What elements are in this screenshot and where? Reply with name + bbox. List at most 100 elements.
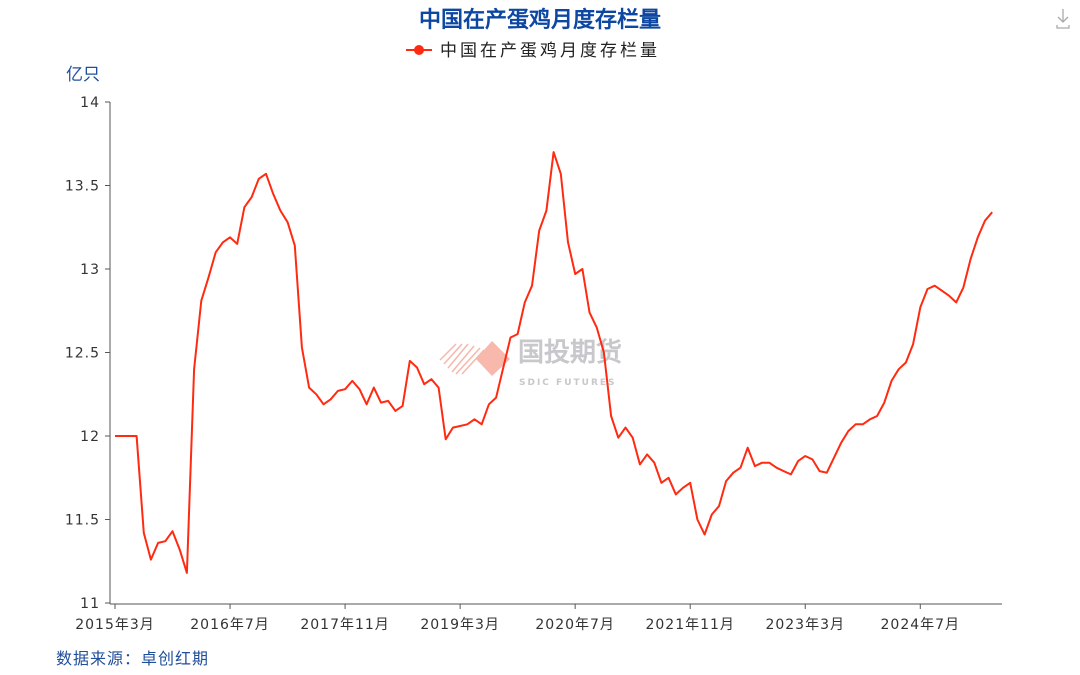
data-point[interactable]	[328, 396, 334, 402]
data-point[interactable]	[270, 191, 276, 197]
data-point[interactable]	[579, 266, 585, 272]
download-icon[interactable]	[1056, 9, 1070, 29]
data-point[interactable]	[134, 433, 140, 439]
data-point[interactable]	[730, 470, 736, 476]
data-point[interactable]	[968, 256, 974, 262]
data-point[interactable]	[860, 421, 866, 427]
data-point[interactable]	[910, 341, 916, 347]
data-point[interactable]	[407, 358, 413, 364]
data-point[interactable]	[673, 491, 679, 497]
data-point[interactable]	[795, 458, 801, 464]
data-point[interactable]	[457, 423, 463, 429]
data-point[interactable]	[630, 435, 636, 441]
data-point[interactable]	[651, 460, 657, 466]
data-point[interactable]	[982, 218, 988, 224]
data-point[interactable]	[960, 284, 966, 290]
data-point[interactable]	[119, 433, 125, 439]
data-point[interactable]	[184, 570, 190, 576]
data-point[interactable]	[227, 234, 233, 240]
data-point[interactable]	[148, 557, 154, 563]
data-point[interactable]	[342, 386, 348, 392]
data-point[interactable]	[335, 388, 341, 394]
data-point[interactable]	[450, 425, 456, 431]
data-point[interactable]	[845, 428, 851, 434]
data-point[interactable]	[299, 344, 305, 350]
data-point[interactable]	[975, 234, 981, 240]
data-point[interactable]	[220, 239, 226, 245]
data-point[interactable]	[874, 413, 880, 419]
data-point[interactable]	[321, 401, 327, 407]
data-point[interactable]	[989, 209, 995, 215]
data-point[interactable]	[392, 408, 398, 414]
data-point[interactable]	[817, 468, 823, 474]
data-point[interactable]	[464, 421, 470, 427]
data-point[interactable]	[622, 425, 628, 431]
data-point[interactable]	[924, 286, 930, 292]
data-point[interactable]	[853, 421, 859, 427]
data-point[interactable]	[658, 480, 664, 486]
data-point[interactable]	[112, 433, 118, 439]
data-point[interactable]	[421, 381, 427, 387]
data-point[interactable]	[709, 511, 715, 517]
data-point[interactable]	[838, 440, 844, 446]
data-point[interactable]	[831, 455, 837, 461]
data-point[interactable]	[213, 249, 219, 255]
data-point[interactable]	[666, 475, 672, 481]
data-point[interactable]	[285, 219, 291, 225]
data-point[interactable]	[896, 366, 902, 372]
data-point[interactable]	[558, 171, 564, 177]
data-point[interactable]	[479, 421, 485, 427]
data-point[interactable]	[306, 385, 312, 391]
data-point[interactable]	[385, 398, 391, 404]
data-point[interactable]	[687, 480, 693, 486]
data-point[interactable]	[141, 530, 147, 536]
data-point[interactable]	[694, 517, 700, 523]
data-point[interactable]	[428, 376, 434, 382]
data-point[interactable]	[601, 350, 607, 356]
data-point[interactable]	[759, 460, 765, 466]
data-point[interactable]	[400, 403, 406, 409]
data-point[interactable]	[781, 468, 787, 474]
data-point[interactable]	[507, 334, 513, 340]
data-point[interactable]	[680, 485, 686, 491]
data-point[interactable]	[946, 293, 952, 299]
data-point[interactable]	[565, 239, 571, 245]
data-point[interactable]	[615, 435, 621, 441]
data-point[interactable]	[292, 243, 298, 249]
data-point[interactable]	[802, 453, 808, 459]
data-point[interactable]	[881, 400, 887, 406]
data-point[interactable]	[788, 471, 794, 477]
data-point[interactable]	[356, 386, 362, 392]
data-point[interactable]	[773, 465, 779, 471]
data-point[interactable]	[824, 470, 830, 476]
data-point[interactable]	[608, 413, 614, 419]
data-point[interactable]	[766, 460, 772, 466]
data-point[interactable]	[522, 299, 528, 305]
data-point[interactable]	[716, 503, 722, 509]
data-point[interactable]	[917, 304, 923, 310]
data-point[interactable]	[198, 298, 204, 304]
data-point[interactable]	[443, 436, 449, 442]
data-point[interactable]	[313, 391, 319, 397]
legend[interactable]: 中国在产蛋鸡月度存栏量	[406, 41, 660, 61]
data-point[interactable]	[515, 331, 521, 337]
data-point[interactable]	[543, 208, 549, 214]
data-point[interactable]	[587, 309, 593, 315]
data-point[interactable]	[177, 547, 183, 553]
data-point[interactable]	[493, 395, 499, 401]
data-point[interactable]	[745, 445, 751, 451]
data-point[interactable]	[752, 463, 758, 469]
data-point[interactable]	[234, 241, 240, 247]
data-point[interactable]	[738, 465, 744, 471]
data-point[interactable]	[378, 400, 384, 406]
data-point[interactable]	[191, 366, 197, 372]
data-point[interactable]	[889, 378, 895, 384]
data-point[interactable]	[594, 324, 600, 330]
data-point[interactable]	[939, 288, 945, 294]
data-point[interactable]	[500, 365, 506, 371]
data-point[interactable]	[126, 433, 132, 439]
data-point[interactable]	[256, 176, 262, 182]
data-point[interactable]	[155, 540, 161, 546]
data-point[interactable]	[809, 456, 815, 462]
data-point[interactable]	[205, 274, 211, 280]
